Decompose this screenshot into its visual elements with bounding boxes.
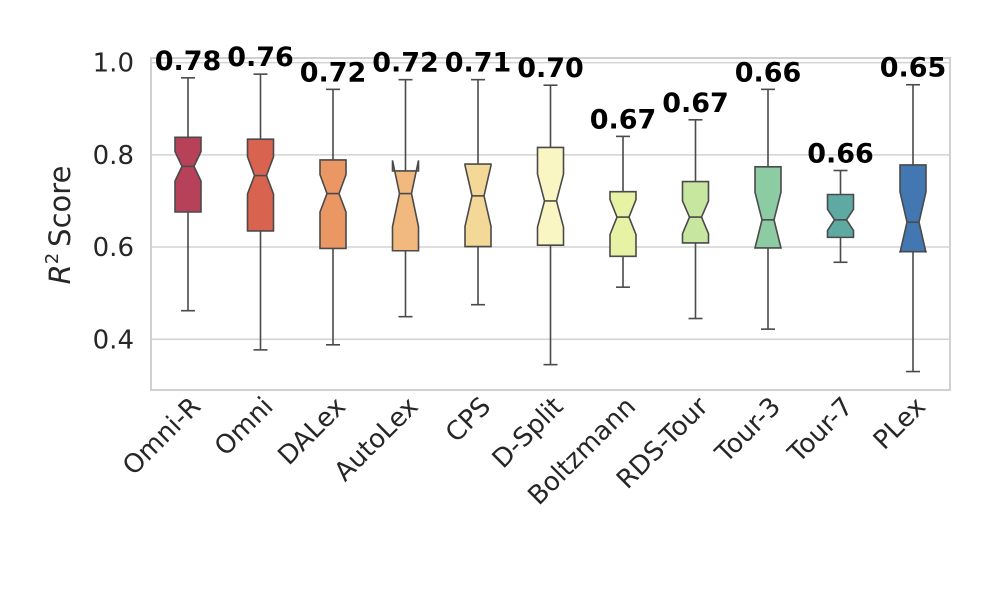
median-value-label: 0.67 [662,88,729,119]
notched-box [174,136,202,213]
box-PLex [899,83,927,373]
box-series [174,73,927,373]
notched-box [319,159,347,250]
median-value-label: 0.71 [445,48,512,79]
notched-box [826,193,855,239]
box-D-Split [536,84,565,366]
box-Tour-3 [753,88,783,330]
category-label: Tour-7 [782,392,860,470]
category-label: Tour-3 [709,392,787,470]
notched-box [753,166,783,249]
y-axis-label: R2 Score [42,166,77,285]
box-AutoLex [391,78,420,318]
median-labels: 0.78 0.76 0.72 0.72 0.71 0.700.670.670.660.66… [155,42,947,169]
box-CPS [464,78,492,306]
median-value-label: 0.67 [590,104,657,135]
y-tick-labels: 0.4 0.6 0.8 1.0 [93,49,134,356]
category-label: Omni [209,392,279,462]
y-axis-label-text: Score [43,166,77,247]
box-DALex [319,88,347,346]
y-tick-label: 1.0 [93,49,134,79]
category-label: PLex [868,392,932,456]
y-axis-label-superscript: 2 [42,253,63,264]
notched-box [609,190,637,258]
median-value-label: 0.66 [735,57,802,88]
y-tick-label: 0.8 [93,141,134,171]
median-value-label: 0.72 [300,57,367,88]
median-value-label: 0.76 [227,42,294,73]
box-Boltzmann [609,135,637,288]
median-value-label: 0.72 [372,48,439,79]
y-tick-label: 0.6 [93,233,134,263]
notched-box [464,163,492,248]
box-RDS-Tour [681,118,710,320]
notched-box [246,138,275,232]
y-tick-label: 0.4 [93,325,134,355]
category-label: Omni-R [117,392,207,482]
notched-box [391,160,420,252]
notched-box [536,146,565,247]
box-Omni [246,73,275,351]
notched-box [899,164,927,253]
median-value-label: 0.66 [807,139,874,170]
median-value-label: 0.65 [880,53,947,84]
y-axis-label-base: R [43,264,77,284]
median-value-label: 0.70 [517,53,584,84]
box-Tour-7 [826,169,855,264]
notched-box [681,180,710,244]
median-value-label: 0.78 [155,46,222,77]
category-label: CPS [440,392,497,449]
box-Omni-R [174,77,202,312]
